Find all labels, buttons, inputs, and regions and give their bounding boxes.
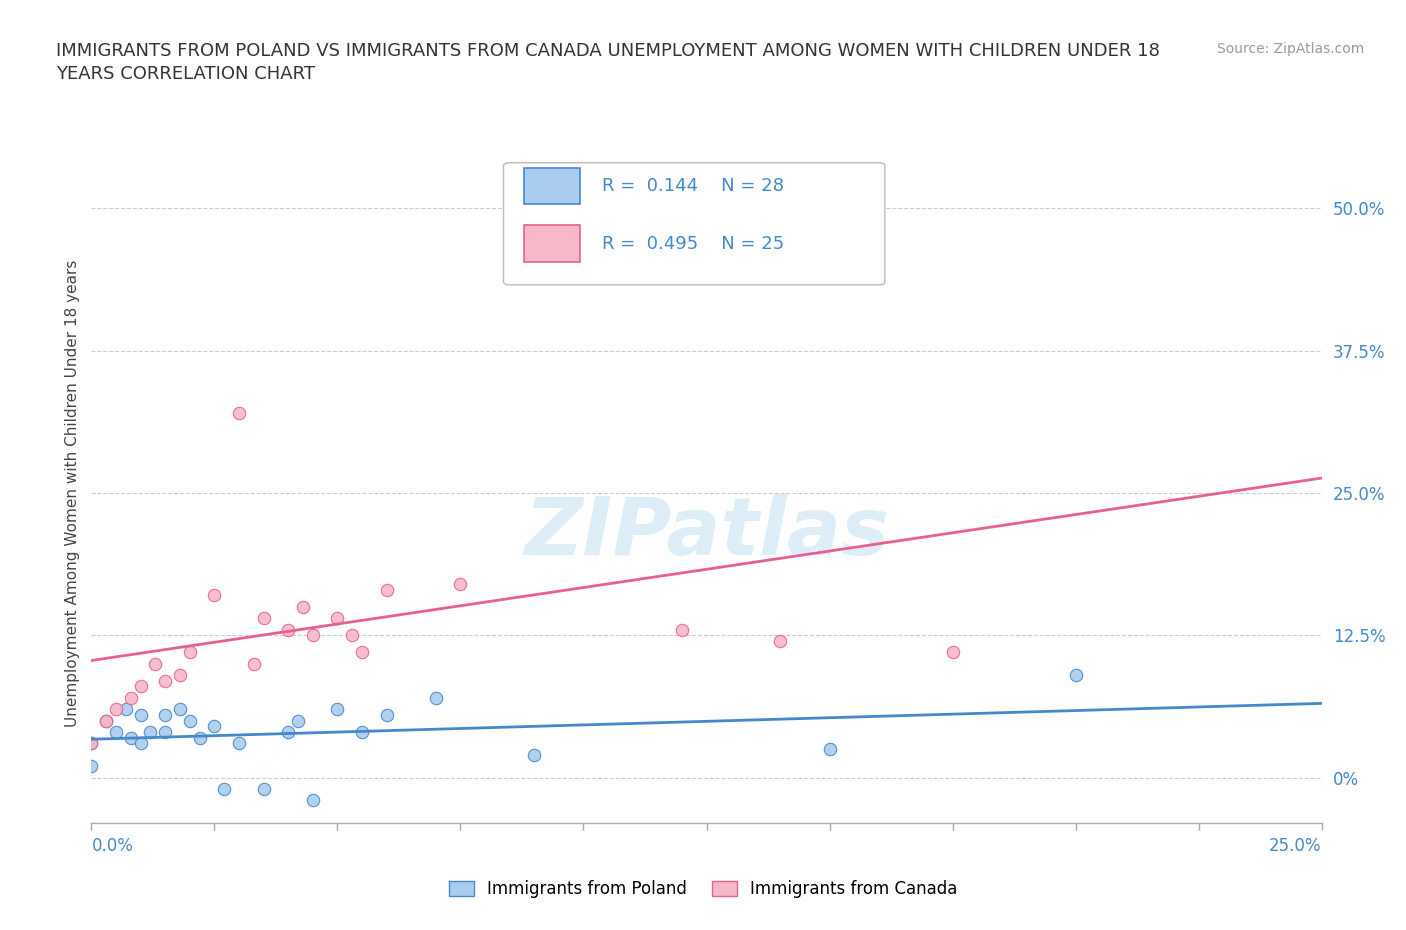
Point (818, 741, 841, 756)
Point (96, 713, 117, 728)
Point (202, 588, 225, 603)
Point (572, 258, 595, 272)
Point (1064, 668, 1087, 683)
Text: Source: ZipAtlas.com: Source: ZipAtlas.com (1216, 42, 1364, 56)
Point (301, 793, 323, 808)
Point (277, 622, 299, 637)
Point (326, 702, 349, 717)
FancyBboxPatch shape (524, 168, 579, 205)
Point (188, 730, 211, 745)
Point (105, 702, 127, 717)
Point (287, 713, 309, 728)
Point (80, 736, 103, 751)
Point (179, 713, 201, 728)
Point (352, 724, 374, 739)
Point (105, 724, 127, 739)
Point (129, 736, 152, 751)
Point (153, 724, 177, 739)
Point (179, 644, 201, 659)
FancyBboxPatch shape (503, 163, 884, 285)
Point (375, 708, 398, 723)
Point (277, 724, 299, 739)
Point (425, 690, 447, 705)
Point (291, 599, 314, 614)
Point (352, 644, 374, 659)
Point (145, 657, 166, 671)
Point (153, 673, 177, 688)
Point (153, 708, 177, 723)
Point (129, 708, 152, 723)
Point (169, 702, 191, 717)
Text: IMMIGRANTS FROM POLAND VS IMMIGRANTS FROM CANADA UNEMPLOYMENT AMONG WOMEN WITH C: IMMIGRANTS FROM POLAND VS IMMIGRANTS FRO… (56, 42, 1160, 84)
FancyBboxPatch shape (524, 225, 579, 262)
Point (120, 730, 142, 745)
Point (228, 736, 250, 751)
Point (212, 781, 235, 796)
Point (139, 724, 162, 739)
Text: 0.0%: 0.0% (91, 837, 134, 855)
Point (114, 702, 138, 717)
Text: ZIPatlas: ZIPatlas (524, 494, 889, 572)
Point (769, 633, 792, 648)
Point (301, 628, 323, 643)
Point (671, 622, 693, 637)
Point (326, 611, 349, 626)
Point (253, 611, 276, 626)
Point (80, 759, 103, 774)
Text: R =  0.144    N = 28: R = 0.144 N = 28 (602, 178, 785, 195)
Point (340, 628, 363, 643)
Point (523, 748, 546, 763)
Point (242, 657, 264, 671)
Point (80, 736, 103, 751)
Point (169, 668, 191, 683)
Point (253, 781, 276, 796)
Point (120, 690, 142, 705)
Legend: Immigrants from Poland, Immigrants from Canada: Immigrants from Poland, Immigrants from … (441, 873, 965, 905)
Y-axis label: Unemployment Among Women with Children Under 18 years: Unemployment Among Women with Children U… (65, 259, 80, 726)
Point (202, 719, 225, 734)
Point (129, 679, 152, 694)
Point (96, 713, 117, 728)
Point (375, 582, 398, 597)
Text: 25.0%: 25.0% (1270, 837, 1322, 855)
Point (449, 577, 471, 591)
Point (228, 405, 250, 420)
Point (941, 644, 963, 659)
Text: R =  0.495    N = 25: R = 0.495 N = 25 (602, 234, 785, 253)
